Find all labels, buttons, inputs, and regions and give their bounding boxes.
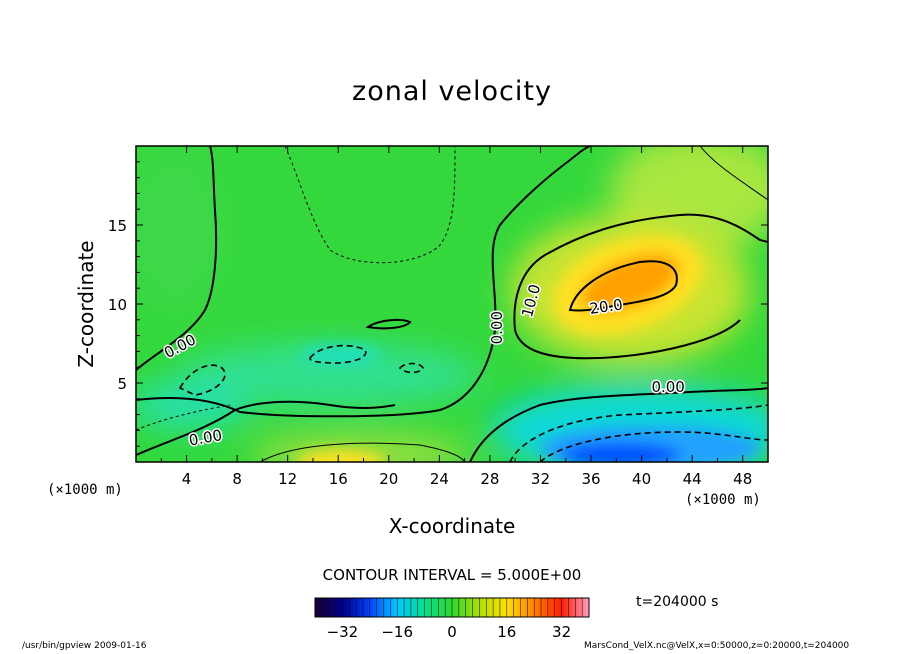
x-tick-label: 48 [733, 470, 752, 488]
colorbar-ticks: −32 −16 0 16 32 [327, 623, 572, 641]
contour-neg-bottom-right-inner [539, 431, 768, 462]
blob-left-cyan [136, 380, 250, 430]
contour-neg-bottom-right [509, 404, 768, 462]
colorbar-tick-label: −32 [327, 623, 359, 641]
contour-zero-left [136, 146, 218, 371]
y-tick-label: 10 [108, 296, 127, 314]
x-tick-label: 28 [480, 470, 499, 488]
contour-thin-left [136, 404, 231, 431]
contour-ten-closing [514, 319, 741, 360]
heatmap-field [136, 146, 768, 462]
x-tick-label: 44 [683, 470, 702, 488]
contour-zero-lower-left [136, 400, 396, 456]
x-tick-label: 12 [278, 470, 297, 488]
x-unit-label-right: (×1000 m) [685, 492, 761, 508]
contour-neg-mid [309, 344, 367, 364]
contour-label: 0.00 [488, 311, 506, 344]
contour-thin-bottom [259, 442, 466, 462]
contour-zero-lower-right [469, 387, 768, 462]
chart-title: zonal velocity [352, 76, 552, 107]
blob-bottom-deepblue [560, 443, 680, 462]
contour-interval: CONTOUR INTERVAL = 5.000E+00 [322, 566, 582, 584]
x-tick-label: 24 [430, 470, 449, 488]
colorbar-tick-label: 32 [552, 623, 571, 641]
x-tick-label: 20 [379, 470, 398, 488]
blob-left-upper-green [136, 150, 225, 310]
contour-lines [136, 146, 768, 462]
contour-zero-middle [136, 146, 591, 418]
x-ticks: 4 8 12 16 20 24 28 32 36 40 44 48 [160, 146, 752, 488]
contour-thin-upper [284, 146, 456, 264]
colorbar-tick-label: 16 [497, 623, 516, 641]
contour-neg-left [178, 364, 226, 396]
contour-ten [513, 213, 768, 331]
x-tick-label: 8 [232, 470, 242, 488]
contour-pos-small-mid [365, 318, 412, 330]
y-tick-label: 5 [117, 375, 127, 393]
blob-jet-orange [580, 253, 680, 313]
contour-twenty [568, 260, 678, 312]
y-ticks: 5 10 15 [108, 161, 768, 447]
blob-mid-cyan [180, 343, 480, 407]
footer-program: /usr/bin/gpview 2009-01-16 [22, 641, 147, 651]
footer-source: MarsCond_VelX.nc@VelX,x=0:50000,z=0:2000… [584, 641, 850, 651]
x-tick-label: 32 [531, 470, 550, 488]
y-tick-label: 15 [108, 217, 127, 235]
blob-bottom-yellow [295, 450, 385, 462]
x-axis-label: X-coordinate [388, 514, 516, 538]
colorbar-tick-label: −16 [381, 623, 413, 641]
x-unit-label-left: (×1000 m) [47, 482, 123, 498]
contour-label: 0.00 [651, 378, 684, 396]
x-tick-label: 16 [329, 470, 348, 488]
time-label: t=204000 s [636, 594, 719, 610]
colorbar [314, 597, 590, 618]
x-tick-label: 40 [632, 470, 651, 488]
contour-thin-right [699, 146, 768, 201]
x-tick-label: 36 [581, 470, 600, 488]
contour-neg-small [398, 362, 424, 374]
x-tick-label: 4 [182, 470, 192, 488]
colorbar-tick-label: 0 [447, 623, 457, 641]
